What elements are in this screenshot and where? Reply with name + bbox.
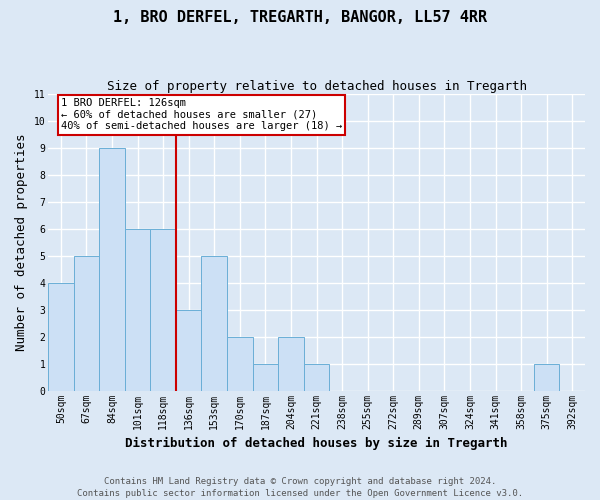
Bar [227,336,253,390]
Bar [48,283,74,391]
Bar [534,364,559,390]
Bar [202,256,227,390]
X-axis label: Distribution of detached houses by size in Tregarth: Distribution of detached houses by size … [125,437,508,450]
Bar [151,229,176,390]
Bar [278,336,304,390]
Text: 1 BRO DERFEL: 126sqm
← 60% of detached houses are smaller (27)
40% of semi-detac: 1 BRO DERFEL: 126sqm ← 60% of detached h… [61,98,342,132]
Text: 1, BRO DERFEL, TREGARTH, BANGOR, LL57 4RR: 1, BRO DERFEL, TREGARTH, BANGOR, LL57 4R… [113,10,487,25]
Bar [99,148,125,390]
Y-axis label: Number of detached properties: Number of detached properties [15,134,28,351]
Title: Size of property relative to detached houses in Tregarth: Size of property relative to detached ho… [107,80,527,93]
Bar [304,364,329,390]
Bar [176,310,202,390]
Text: Contains HM Land Registry data © Crown copyright and database right 2024.
Contai: Contains HM Land Registry data © Crown c… [77,476,523,498]
Bar [125,229,151,390]
Bar [253,364,278,390]
Bar [74,256,99,390]
